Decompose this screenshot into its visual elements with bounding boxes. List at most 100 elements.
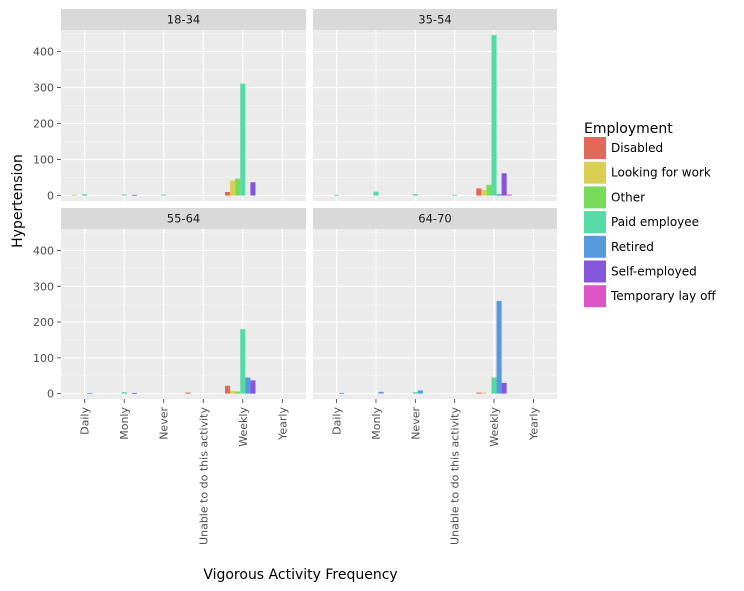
bar [452, 194, 458, 196]
y-tick-label: 100 [33, 352, 54, 365]
y-tick-label: 200 [33, 316, 54, 329]
legend-swatch [584, 211, 606, 234]
bar [334, 194, 340, 196]
facet-strip-label: 64-70 [418, 212, 451, 226]
bar [230, 180, 236, 196]
y-tick-label: 0 [47, 190, 54, 203]
legend-label: Disabled [611, 141, 663, 155]
bar [224, 192, 231, 196]
legend-item: Looking for work [584, 161, 711, 184]
bar [72, 194, 78, 196]
legend-item: Self-employed [584, 260, 697, 283]
bar [240, 329, 246, 394]
x-tick-label: Never [158, 407, 171, 440]
bar [501, 173, 507, 196]
panel-background [313, 229, 557, 399]
bar [476, 392, 482, 394]
bar [496, 194, 502, 196]
legend-item: Disabled [584, 137, 663, 159]
facet-panels: 18-34 35-54 55-64 64-70 [61, 9, 557, 399]
bar [235, 178, 241, 196]
facet-strip-label: 35-54 [418, 13, 451, 27]
bar [235, 391, 241, 394]
x-tick-label: Weekly [237, 407, 250, 447]
bar [339, 392, 345, 394]
legend: Employment Disabled Looking for work Other… [584, 121, 716, 308]
legend-title: Employment [584, 121, 673, 137]
x-tick-label: Daily [331, 407, 344, 435]
legend-swatch [584, 285, 606, 308]
legend-label: Looking for work [611, 166, 711, 180]
x-tick-label: Unable to do this activity [449, 407, 462, 545]
legend-item: Temporary lay off [584, 285, 716, 308]
bar [87, 392, 93, 394]
legend-swatch [584, 186, 606, 209]
bar [506, 194, 512, 196]
facet-strip [61, 208, 306, 229]
legend-swatch [584, 235, 606, 258]
bar [185, 392, 191, 394]
y-tick-label: 300 [33, 82, 54, 95]
bar [240, 83, 246, 196]
y-axis: 0 100 200 300 400 [33, 244, 61, 401]
x-tick-label: Never [409, 407, 422, 440]
panel-background [61, 229, 306, 399]
y-tick-label: 200 [33, 118, 54, 131]
bar [131, 194, 137, 196]
y-tick-label: 300 [33, 280, 54, 293]
bar [491, 377, 497, 394]
legend-swatch [584, 161, 606, 184]
facet-panel: 35-54 [313, 9, 557, 201]
y-axis: 0 100 200 300 400 [33, 46, 61, 203]
bar [491, 35, 497, 196]
legend-item: Paid employee [584, 211, 699, 234]
bar [501, 382, 507, 394]
bar [378, 391, 384, 394]
bar [82, 194, 88, 196]
bar [245, 377, 251, 394]
bar [161, 194, 167, 196]
legend-item: Retired [584, 235, 654, 258]
x-tick-label: Daily [79, 407, 92, 435]
bar [250, 182, 256, 196]
bar [481, 392, 487, 394]
facet-strip [313, 208, 557, 229]
bar [121, 392, 127, 394]
facet-strip-label: 55-64 [167, 212, 200, 226]
facet-strip [313, 9, 557, 30]
x-tick-label: Monly [370, 407, 383, 440]
x-axis-title: Vigorous Activity Frequency [203, 567, 397, 583]
bar [373, 191, 379, 196]
bar [412, 392, 418, 394]
legend-label: Paid employee [611, 215, 699, 229]
x-tick-label: Weekly [488, 407, 501, 447]
x-axis: Daily Monly Never Unable to do this activit… [331, 399, 540, 545]
legend-label: Retired [611, 240, 654, 254]
bar [250, 380, 256, 394]
bar [131, 392, 137, 394]
x-tick-label: Yearly [276, 407, 289, 441]
x-tick-label: Yearly [527, 407, 540, 441]
legend-label: Self-employed [611, 265, 697, 279]
facet-strip-label: 18-34 [167, 13, 200, 27]
facet-strip [61, 9, 306, 30]
bar [476, 188, 482, 196]
y-tick-label: 0 [47, 388, 54, 401]
bar [496, 300, 502, 394]
legend-label: Temporary lay off [610, 289, 716, 303]
bar [417, 390, 423, 394]
bar [224, 385, 231, 394]
y-tick-label: 400 [33, 46, 54, 59]
bar [486, 184, 492, 196]
panel-background [61, 30, 306, 201]
facet-panel: 55-64 [61, 208, 306, 399]
bar [121, 194, 127, 196]
bar [412, 194, 418, 196]
bar [481, 189, 487, 196]
bar [230, 390, 236, 394]
x-axis: Daily Monly Never Unable to do this activit… [79, 399, 289, 545]
legend-label: Other [611, 190, 645, 204]
x-axes: Daily Monly Never Unable to do this activit… [79, 399, 540, 545]
facet-panel: 64-70 [313, 208, 557, 399]
